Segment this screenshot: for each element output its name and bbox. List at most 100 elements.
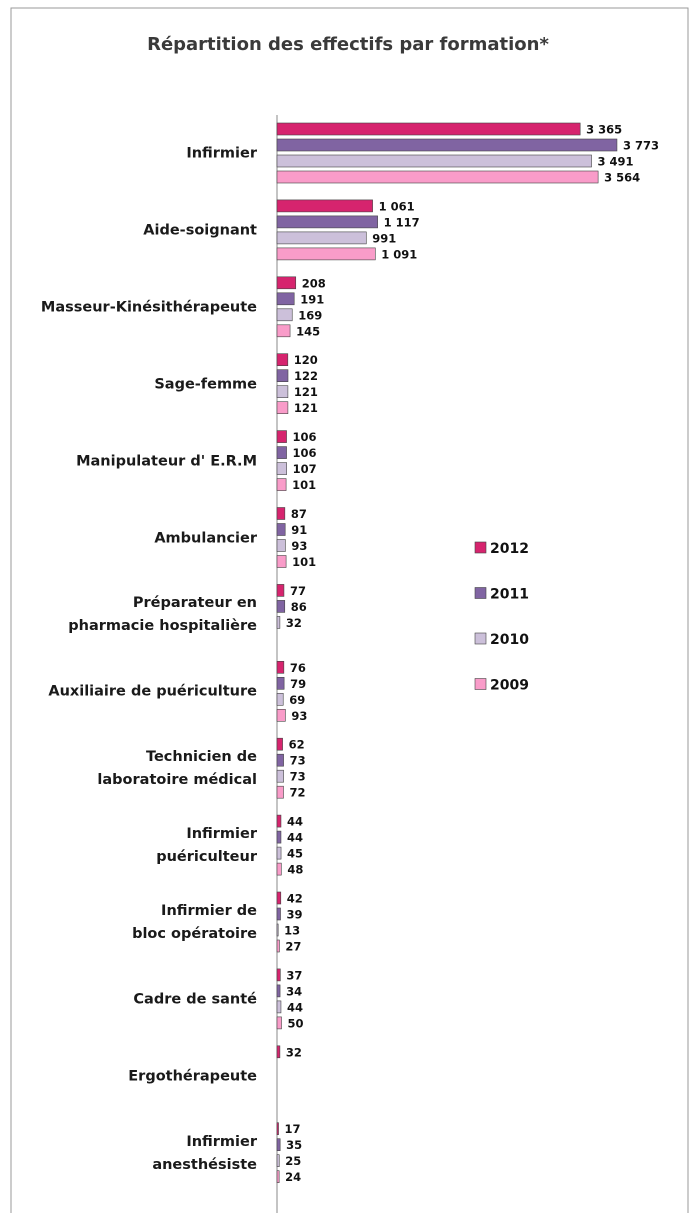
bar <box>276 600 286 613</box>
bar <box>276 1170 280 1183</box>
value-label: 44 <box>287 815 303 829</box>
value-label: 101 <box>292 555 316 569</box>
bar <box>276 154 592 168</box>
bar <box>276 737 283 751</box>
bar <box>276 923 279 937</box>
value-label: 44 <box>287 1000 303 1014</box>
category-label: Cadre de santé <box>133 991 257 1008</box>
bar <box>276 555 287 568</box>
bar <box>276 231 367 245</box>
value-label: 3 365 <box>586 123 622 137</box>
value-label: 39 <box>287 908 303 922</box>
bar <box>276 939 280 953</box>
value-label: 32 <box>286 1045 302 1059</box>
value-label: 62 <box>289 738 305 752</box>
value-label: 35 <box>286 1138 302 1152</box>
value-label: 25 <box>285 1154 301 1168</box>
value-label: 1 117 <box>384 215 420 229</box>
value-label: 48 <box>287 863 303 877</box>
bar <box>276 1122 279 1135</box>
value-label: 76 <box>290 661 306 675</box>
bar <box>276 660 285 674</box>
value-label: 24 <box>285 1170 301 1184</box>
category-label: Auxiliaire de puériculture <box>48 683 257 700</box>
bar <box>276 308 293 322</box>
bar <box>276 1138 281 1151</box>
legend-swatch <box>474 541 487 554</box>
bar <box>276 692 284 706</box>
value-label: 122 <box>294 369 318 383</box>
bar <box>276 708 286 722</box>
category-label: Infirmier de bloc opératoire <box>132 903 257 942</box>
bar <box>276 769 284 783</box>
value-label: 191 <box>300 292 324 306</box>
value-label: 106 <box>293 446 317 460</box>
frame <box>10 7 689 1213</box>
value-label: 86 <box>291 600 307 614</box>
bar <box>276 814 282 828</box>
legend-label: 2009 <box>490 678 529 694</box>
bar <box>276 891 282 905</box>
value-label: 17 <box>285 1122 301 1136</box>
value-label: 34 <box>286 984 302 998</box>
bar <box>276 539 286 552</box>
category-label: Masseur-Kinésithérapeute <box>40 299 257 316</box>
category-label: Ergothérapeute <box>128 1068 257 1085</box>
bar <box>276 1154 280 1167</box>
value-label: 3 773 <box>623 139 659 153</box>
bar <box>276 507 286 520</box>
bar <box>276 199 373 213</box>
category-label: Technicien de laboratoire médical <box>97 749 257 789</box>
value-label: 1 091 <box>381 247 417 261</box>
category-label: Sage-femme <box>154 376 257 393</box>
bar <box>276 247 376 261</box>
value-label: 91 <box>291 523 307 537</box>
value-label: 93 <box>291 709 307 723</box>
value-label: 77 <box>290 584 306 598</box>
bar <box>276 478 287 491</box>
category-label: Manipulateur d' E.R.M <box>76 453 257 470</box>
bar <box>276 401 289 415</box>
bar <box>276 385 289 399</box>
bar <box>276 324 291 338</box>
bar <box>276 846 282 860</box>
bar <box>276 215 378 229</box>
value-label: 44 <box>287 831 303 845</box>
bar <box>276 138 618 152</box>
value-label: 37 <box>286 968 302 982</box>
value-label: 3 564 <box>604 171 640 185</box>
bar <box>276 1000 282 1014</box>
value-label: 79 <box>290 677 306 691</box>
value-label: 69 <box>289 693 305 707</box>
value-label: 121 <box>294 401 318 415</box>
bar <box>276 984 281 998</box>
legend-swatch <box>474 632 487 645</box>
value-label: 120 <box>294 353 318 367</box>
legend-label: 2010 <box>490 632 529 648</box>
value-label: 42 <box>287 892 303 906</box>
value-label: 73 <box>290 770 306 784</box>
bar <box>276 276 297 290</box>
bar <box>276 907 281 921</box>
bar <box>276 170 599 184</box>
value-label: 169 <box>298 308 322 322</box>
value-label: 208 <box>302 276 326 290</box>
bar <box>276 584 285 597</box>
value-label: 106 <box>293 430 317 444</box>
bar <box>276 353 289 367</box>
bar <box>276 616 281 629</box>
bar <box>276 1016 282 1030</box>
category-label: Ambulancier <box>154 530 257 546</box>
value-label: 72 <box>289 786 305 800</box>
chart-title: Répartition des effectifs par formation* <box>147 34 549 55</box>
category-label: Préparateur en pharmacie hospitalière <box>68 595 257 635</box>
value-label: 50 <box>288 1016 304 1030</box>
bar <box>276 830 282 844</box>
bar <box>276 122 581 136</box>
bar <box>276 1045 281 1059</box>
category-label: Infirmier puériculteur <box>156 826 257 866</box>
bar <box>276 430 287 443</box>
bar <box>276 676 285 690</box>
